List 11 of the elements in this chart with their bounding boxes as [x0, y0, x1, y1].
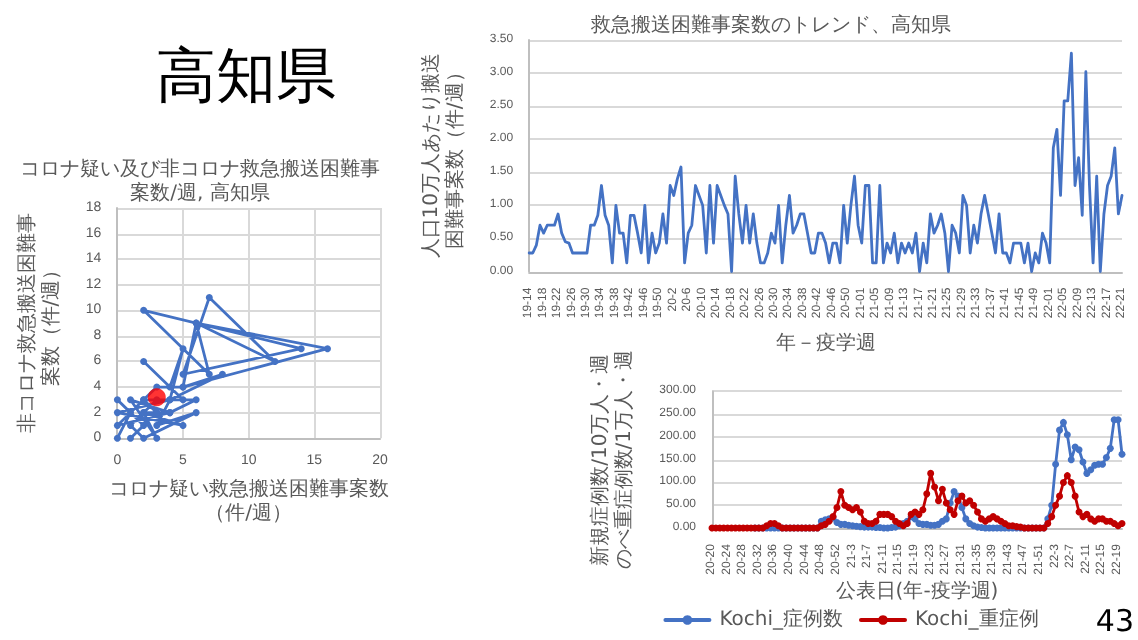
- legend-label: Kochi_症例数: [719, 607, 844, 631]
- text: 43: [1095, 603, 1135, 639]
- legend-label: Kochi_重症例: [915, 607, 1039, 631]
- text: 高知県: [156, 40, 336, 116]
- x-axis-title: 年－疫学週: [775, 331, 876, 355]
- x-axis-title: コロナ疑い救急搬送困難事案数（件/週）: [108, 477, 389, 525]
- chart-title: 救急搬送困難事案数のトレンド、高知県: [589, 13, 951, 37]
- y-axis-title: 人口10万人あたり搬送困難事案数（件/週）: [419, 53, 467, 259]
- y-axis-title: 非コロナ救急搬送困難事案数（件/週）: [15, 213, 63, 434]
- x-axis-title: 公表日(年-疫学週): [835, 579, 999, 604]
- y-axis-title: 新規症例数/10万人・週のべ重症例数/1万人・週: [588, 350, 637, 570]
